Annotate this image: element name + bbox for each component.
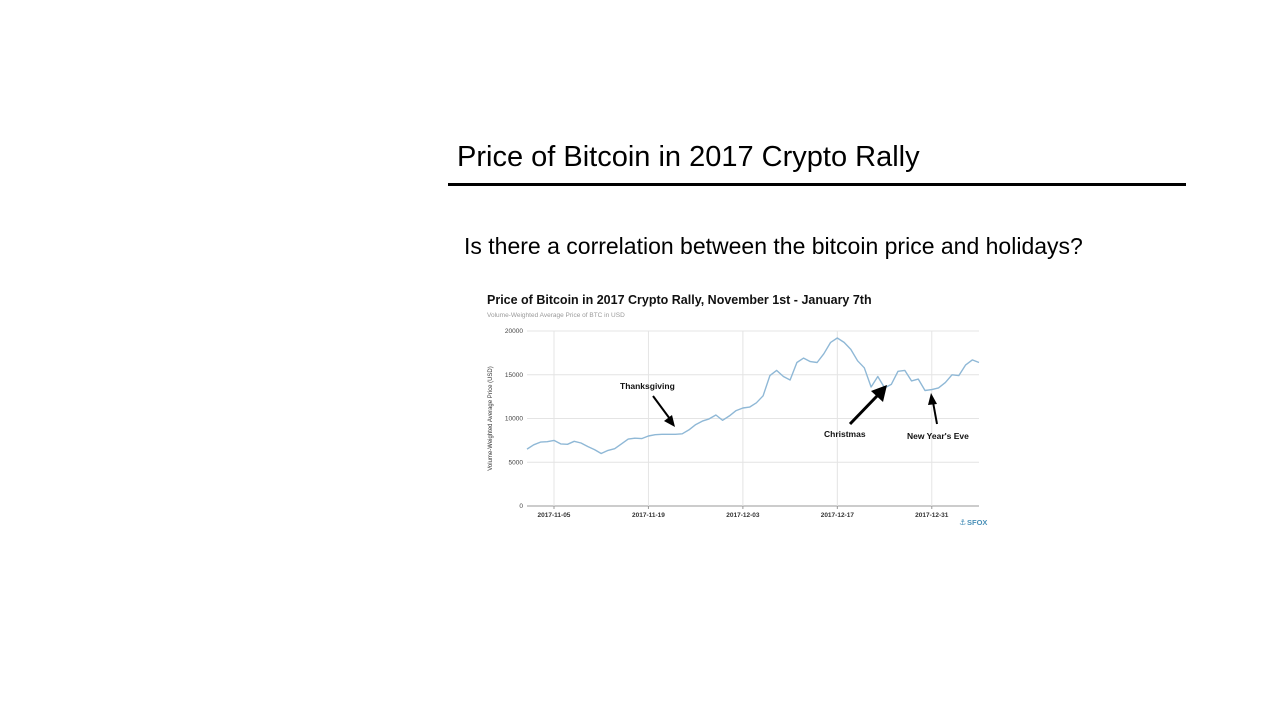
sfox-icon: ⚓ bbox=[959, 518, 966, 527]
x-tick-label: 2017-11-05 bbox=[538, 512, 571, 519]
thanksgiving-annotation: Thanksgiving bbox=[620, 381, 675, 427]
title-divider bbox=[448, 183, 1186, 186]
sfox-logo: ⚓ SFOX bbox=[959, 518, 987, 527]
y-tick-label: 10000 bbox=[505, 416, 523, 423]
slide-question: Is there a correlation between the bitco… bbox=[464, 233, 1083, 259]
christmas-annotation: Christmas bbox=[824, 385, 887, 439]
sfox-brand: SFOX bbox=[967, 518, 987, 527]
series-layer bbox=[526, 337, 980, 455]
x-axis-ticks: 2017-11-05 2017-11-19 2017-12-03 2017-12-17… bbox=[538, 512, 949, 519]
x-tick-label: 2017-11-19 bbox=[632, 512, 665, 519]
new-years-eve-arrow bbox=[928, 393, 938, 425]
y-tick-label: 5000 bbox=[509, 459, 524, 466]
chart-svg: Price of Bitcoin in 2017 Crypto Rally, N… bbox=[487, 293, 987, 527]
thanksgiving-label: Thanksgiving bbox=[620, 381, 675, 391]
y-axis-label: Volume-Weighted Average Price (USD) bbox=[488, 366, 494, 471]
x-tick-label: 2017-12-31 bbox=[915, 512, 949, 519]
chart-title: Price of Bitcoin in 2017 Crypto Rally, N… bbox=[487, 293, 872, 307]
grid-layer bbox=[527, 330, 979, 509]
x-tick-label: 2017-12-17 bbox=[821, 512, 855, 519]
y-tick-label: 20000 bbox=[505, 328, 523, 335]
christmas-arrow bbox=[848, 385, 887, 426]
bitcoin-price-chart: Price of Bitcoin in 2017 Crypto Rally, N… bbox=[478, 285, 998, 530]
price-line bbox=[526, 337, 980, 455]
y-tick-label: 15000 bbox=[505, 372, 523, 379]
chart-subtitle: Volume-Weighted Average Price of BTC in … bbox=[487, 312, 625, 319]
slide-title: Price of Bitcoin in 2017 Crypto Rally bbox=[457, 141, 920, 173]
thanksgiving-arrow bbox=[652, 395, 675, 427]
x-tick-label: 2017-12-03 bbox=[726, 512, 760, 519]
new-years-eve-label: New Year's Eve bbox=[907, 431, 969, 441]
y-axis-ticks: 0 5000 10000 15000 20000 bbox=[505, 328, 523, 510]
new-years-eve-annotation: New Year's Eve bbox=[907, 393, 969, 441]
y-tick-label: 0 bbox=[519, 503, 523, 510]
christmas-label: Christmas bbox=[824, 429, 866, 439]
